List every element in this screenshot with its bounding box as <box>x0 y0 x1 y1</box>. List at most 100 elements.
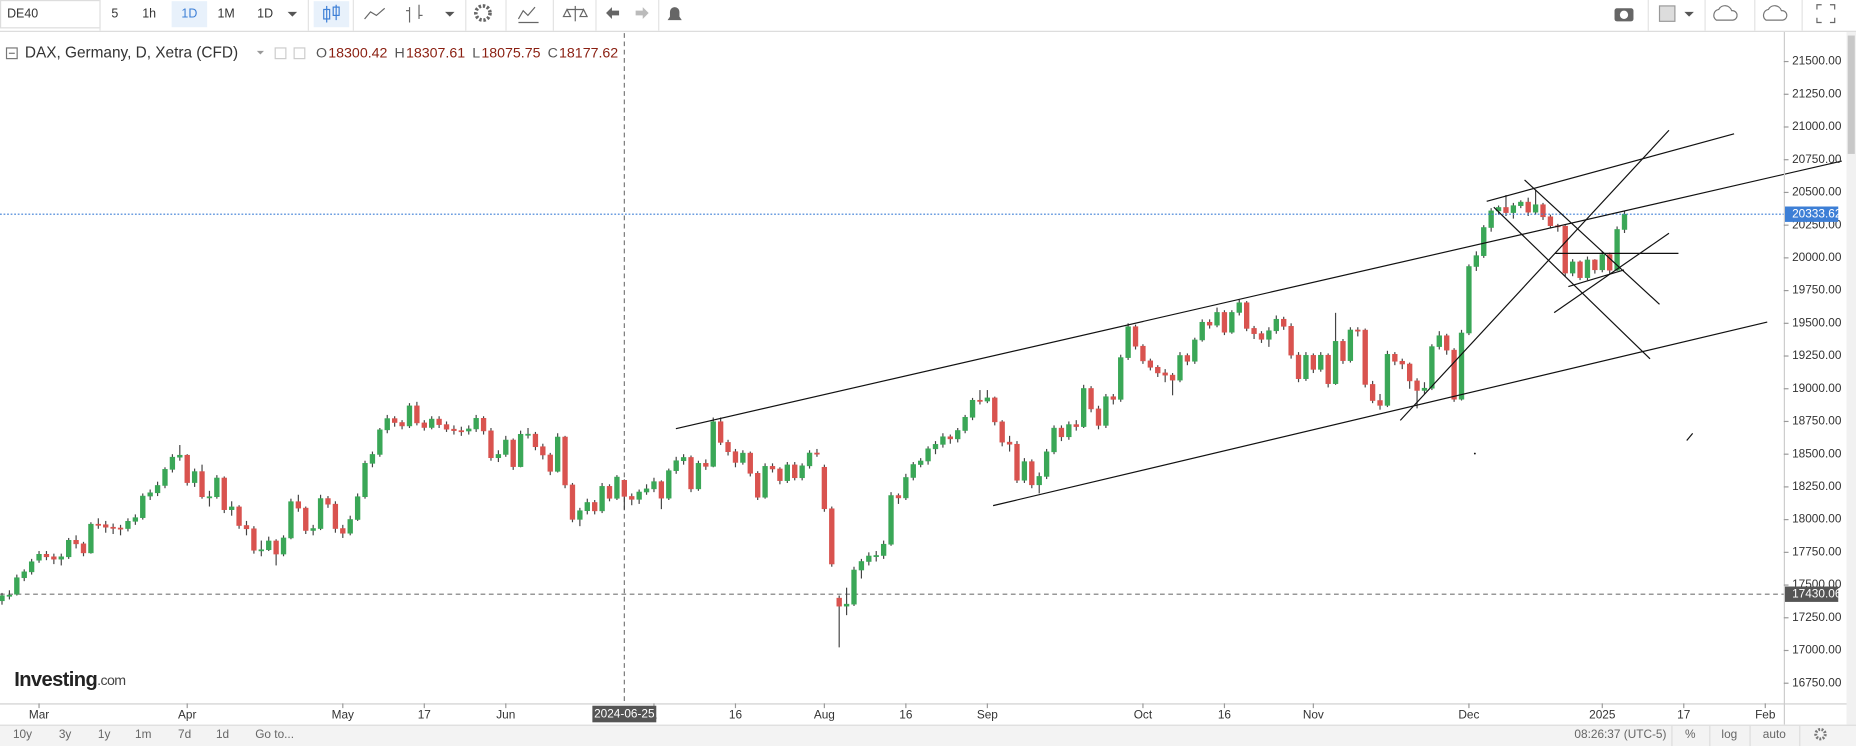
candle-body <box>1125 326 1131 358</box>
candle-body <box>969 399 976 418</box>
dropdown[interactable] <box>445 11 455 17</box>
candle-body <box>266 540 272 551</box>
candle-body <box>1510 205 1517 213</box>
scale-option[interactable]: log <box>1721 727 1737 741</box>
settings-icon[interactable] <box>1814 727 1827 741</box>
candle-body <box>895 495 902 499</box>
y-tick-label: 18000.00 <box>1792 512 1842 526</box>
candle-body <box>1547 216 1554 226</box>
cloud-save-icon[interactable] <box>1762 5 1788 21</box>
candle-body <box>1103 396 1109 426</box>
color-icon[interactable] <box>1658 5 1676 22</box>
range-button[interactable]: 1d <box>216 727 229 741</box>
interval-button[interactable]: 1D <box>257 6 273 20</box>
ohlc-legend: O18300.42 H18307.61 L18075.75 C18177.62 <box>316 45 618 61</box>
candle-body <box>28 561 35 573</box>
redo-icon[interactable] <box>635 7 649 19</box>
candle-body <box>992 397 998 423</box>
dropdown[interactable] <box>256 50 264 55</box>
interval-button[interactable]: 1D <box>181 6 197 20</box>
candle-body <box>1088 388 1094 410</box>
candle-body <box>332 503 339 529</box>
settings-icon[interactable] <box>474 4 492 22</box>
y-tick-label: 17250.00 <box>1792 610 1842 624</box>
y-tick-label: 17000.00 <box>1792 643 1842 657</box>
candle-body <box>1243 302 1250 329</box>
y-tick-label: 18500.00 <box>1792 446 1842 460</box>
scale-option[interactable]: auto <box>1763 727 1786 741</box>
candle-body <box>177 454 183 458</box>
cloud-load-icon[interactable] <box>1713 5 1738 21</box>
candle-body <box>747 452 753 474</box>
candle-body <box>354 496 361 520</box>
line-icon[interactable] <box>364 7 386 20</box>
x-tick-label: 16 <box>729 707 743 721</box>
interval-button[interactable]: 5 <box>111 6 118 20</box>
candle-body <box>955 430 961 440</box>
interval-button[interactable]: 1M <box>217 6 234 20</box>
candle-body <box>1362 329 1368 385</box>
candle-body <box>866 555 872 562</box>
candle-body <box>569 484 576 520</box>
candle-body <box>436 418 442 425</box>
candle-body <box>784 464 790 481</box>
candle-body <box>1592 259 1598 271</box>
interval-button[interactable]: 1h <box>142 6 156 20</box>
candle-body <box>880 543 887 556</box>
x-tick-label: 2025 <box>1589 707 1616 721</box>
y-tick-label: 21000.00 <box>1792 119 1842 133</box>
candle-body <box>703 463 709 467</box>
crosshair-date-box <box>592 705 657 723</box>
candle-body <box>1429 346 1435 389</box>
trend-line <box>1686 433 1694 441</box>
scale-option[interactable]: % <box>1685 727 1696 741</box>
bar-icon[interactable] <box>406 4 423 23</box>
camera-icon[interactable] <box>1614 8 1634 22</box>
candle-body <box>1184 355 1191 362</box>
candle-body <box>362 463 368 498</box>
toolbar-bg <box>0 0 1856 31</box>
candle-body <box>295 501 302 509</box>
range-button[interactable]: 10y <box>13 727 32 741</box>
scrollbar[interactable] <box>1846 31 1856 725</box>
candle-body <box>769 466 776 470</box>
candle-body <box>243 525 250 530</box>
ohlc-key: H <box>395 45 405 61</box>
legend-icon[interactable] <box>293 47 306 60</box>
candle-body <box>1414 380 1420 391</box>
undo-icon[interactable] <box>606 7 620 19</box>
candle-icon[interactable] <box>323 4 340 23</box>
candle-body <box>673 460 679 471</box>
candle-body <box>1258 333 1265 340</box>
fullscreen-icon[interactable] <box>1816 4 1836 24</box>
candle-body <box>169 456 176 470</box>
range-button[interactable]: Go to... <box>255 727 294 741</box>
candle-body <box>384 418 390 431</box>
range-button[interactable]: 3y <box>59 727 72 741</box>
candle-body <box>873 555 879 557</box>
range-button[interactable]: 7d <box>178 727 191 741</box>
x-tick-label: Jun <box>496 707 515 721</box>
symbol[interactable]: DE40 <box>7 6 38 20</box>
indicators-icon[interactable] <box>517 6 539 24</box>
bottom-controls: 10y 3y 1y 1m 7d 1d Go to... 08:26:37 (UTC-5)% lo… <box>13 725 1801 746</box>
candle-body <box>540 446 546 456</box>
compare-icon[interactable] <box>562 5 589 22</box>
range-button[interactable]: 1m <box>135 727 152 741</box>
alert-icon[interactable] <box>667 7 682 21</box>
candle-body <box>1310 355 1317 370</box>
candle-body <box>888 495 894 545</box>
candle-body <box>1347 329 1354 361</box>
range-button[interactable]: 1y <box>98 727 111 741</box>
dropdown[interactable] <box>287 11 298 17</box>
candle-body <box>154 485 161 494</box>
toolbar: DE40 5 1h 1D 1M 1D <box>0 0 1856 32</box>
candle-body <box>1377 400 1383 406</box>
collapse-icon[interactable] <box>5 47 18 60</box>
scrollbar-thumb[interactable] <box>1847 35 1855 154</box>
candle-body <box>1577 261 1583 278</box>
dropdown[interactable] <box>1684 11 1694 17</box>
candle-body <box>236 506 242 526</box>
legend-icon[interactable] <box>274 47 287 60</box>
candle-body <box>1569 261 1576 274</box>
